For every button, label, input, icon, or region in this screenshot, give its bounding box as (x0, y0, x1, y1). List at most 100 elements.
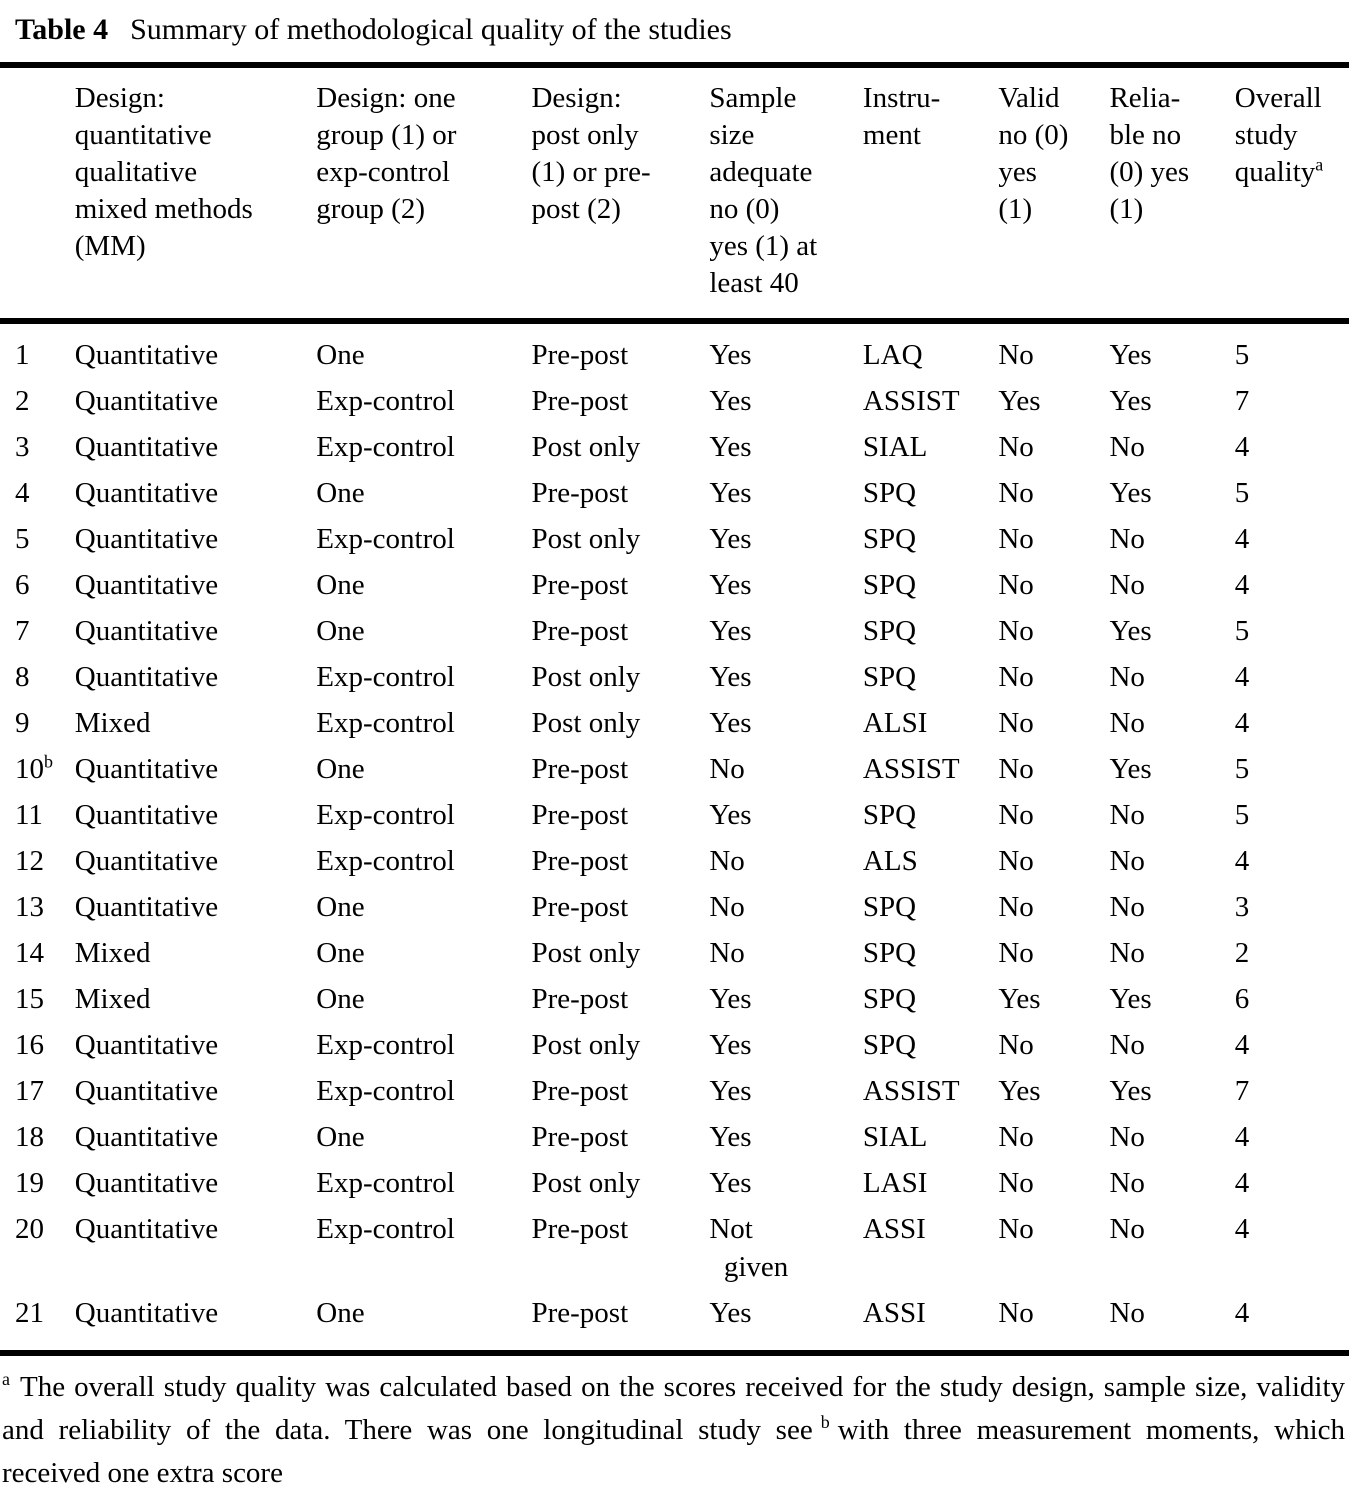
cell-design-group: Exp-control (316, 1213, 455, 1245)
cell-quality: 4 (1234, 1213, 1250, 1245)
cell-design-group: Exp-control (316, 385, 455, 417)
cell-valid: No (998, 477, 1034, 509)
cell-study-id: 14 (0, 930, 75, 976)
cell-design-group: Exp-control (316, 523, 455, 555)
cell-reliable: No (1109, 431, 1145, 463)
header-cell-design-timing: Design: post only (1) or pre- post (2) (531, 65, 710, 324)
cell-design-group: Exp-control (316, 845, 455, 877)
cell-valid: No (998, 1297, 1034, 1329)
cell-design-group: One (316, 477, 365, 509)
cell-design-group: One (316, 753, 365, 785)
cell-sample: Yes (709, 1029, 752, 1061)
cell-design-group: One (316, 983, 365, 1015)
cell-design-type: Quantitative (74, 753, 219, 785)
cell-instrument: SPQ (862, 615, 917, 647)
cell-valid: No (998, 753, 1034, 785)
study-id-text: 9 (15, 707, 30, 739)
cell-design-group: One (316, 615, 365, 647)
cell-design-timing: Pre-post (531, 339, 629, 371)
cell-design-timing: Post only (531, 431, 641, 463)
cell-instrument: SPQ (862, 477, 917, 509)
cell-design-timing: Pre-post (531, 1075, 629, 1107)
cell-sample: Yes (709, 799, 752, 831)
cell-design-timing: Post only (531, 1167, 641, 1199)
cell-design-group: One (316, 1121, 365, 1153)
cell-design-type: Quantitative (74, 385, 219, 417)
cell-design-type: Quantitative (74, 431, 219, 463)
cell-study-id: 16 (0, 1022, 75, 1068)
cell-study-id: 8 (0, 654, 75, 700)
study-id-text: 13 (15, 891, 44, 923)
table-row: 4 Quantitative One Pre-post Yes SPQ No Yes 5 (0, 470, 1349, 516)
cell-reliable: No (1109, 569, 1145, 601)
cell-design-timing: Pre-post (531, 891, 629, 923)
cell-quality: 4 (1234, 1297, 1250, 1329)
study-id-text: 5 (15, 523, 30, 555)
cell-instrument: SIAL (862, 431, 928, 463)
cell-reliable: No (1109, 661, 1145, 693)
cell-design-type: Quantitative (74, 891, 219, 923)
cell-quality: 4 (1234, 707, 1250, 739)
table-row: 7 Quantitative One Pre-post Yes SPQ No Yes 5 (0, 608, 1349, 654)
table-row: 5 Quantitative Exp-control Post only Yes SPQ N… (0, 516, 1349, 562)
cell-design-type: Quantitative (74, 1029, 219, 1061)
cell-instrument: SPQ (862, 983, 917, 1015)
footnote-marker-a: a (1315, 154, 1324, 175)
cell-study-id: 12 (0, 838, 75, 884)
cell-instrument: SPQ (862, 937, 917, 969)
cell-quality: 7 (1234, 1075, 1250, 1107)
cell-study-id: 9 (0, 700, 75, 746)
table-row: 19 Quantitative Exp-control Post only Yes LAS… (0, 1160, 1349, 1206)
cell-sample: Yes (709, 615, 752, 647)
cell-design-timing: Post only (531, 937, 641, 969)
cell-reliable: No (1109, 845, 1145, 877)
footnote: a The overall study quality was calculate… (0, 1356, 1349, 1501)
study-id-text: 11 (15, 799, 43, 831)
footnote-text-part1: The overall study quality was calculated… (2, 1371, 1345, 1446)
study-id-text: 15 (15, 983, 44, 1015)
cell-reliable: Yes (1109, 983, 1152, 1015)
cell-design-type: Mixed (74, 937, 151, 969)
header-cell-reliable: Relia- ble no (0) yes (1) (1109, 65, 1235, 324)
cell-instrument: SIAL (862, 1121, 928, 1153)
cell-quality: 5 (1234, 477, 1250, 509)
cell-design-timing: Pre-post (531, 477, 629, 509)
cell-instrument: ASSI (862, 1297, 926, 1329)
table-row: 10b Quantitative One Pre-post No ASSIST No Yes 5 (0, 746, 1349, 792)
cell-design-timing: Post only (531, 523, 641, 555)
cell-quality: 4 (1234, 845, 1250, 877)
cell-sample: Yes (709, 431, 752, 463)
study-id-text: 2 (15, 385, 30, 417)
study-id-text: 17 (15, 1075, 44, 1107)
header-quality-text: Overall study quality (1234, 82, 1322, 188)
cell-study-id: 13 (0, 884, 75, 930)
study-id-text: 3 (15, 431, 30, 463)
study-id-text: 7 (15, 615, 30, 647)
cell-reliable: No (1109, 937, 1145, 969)
cell-sample: Yes (709, 707, 752, 739)
cell-valid: No (998, 707, 1034, 739)
cell-quality: 5 (1234, 799, 1250, 831)
header-cell-sample: Sample size adequate no (0) yes (1) at l… (709, 65, 863, 324)
study-id-text: 1 (15, 339, 30, 371)
cell-sample: Yes (709, 477, 752, 509)
cell-study-id: 4 (0, 470, 75, 516)
study-id-text: 14 (15, 937, 44, 969)
study-id-text: 8 (15, 661, 30, 693)
cell-reliable: No (1109, 1167, 1145, 1199)
cell-reliable: No (1109, 1121, 1145, 1153)
cell-reliable: No (1109, 1213, 1145, 1245)
table-body: 1 Quantitative One Pre-post Yes LAQ No Yes 5 2 Qua… (0, 321, 1349, 1353)
table-row: 13 Quantitative One Pre-post No SPQ No No 3 (0, 884, 1349, 930)
cell-design-timing: Pre-post (531, 1297, 629, 1329)
cell-valid: No (998, 1029, 1034, 1061)
cell-reliable: Yes (1109, 339, 1152, 371)
cell-study-id: 7 (0, 608, 75, 654)
table-header: Design: quantitative qualitative mixed m… (0, 65, 1349, 324)
cell-design-type: Mixed (74, 983, 151, 1015)
cell-sample: Yes (709, 1167, 752, 1199)
cell-quality: 4 (1234, 661, 1250, 693)
cell-valid: Yes (998, 983, 1041, 1015)
cell-instrument: SPQ (862, 799, 917, 831)
cell-reliable: No (1109, 523, 1145, 555)
